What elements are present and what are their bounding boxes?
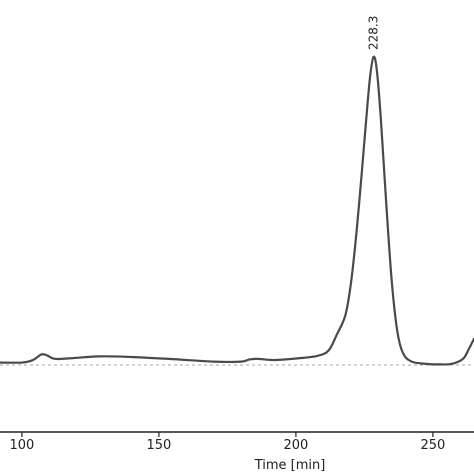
x-tick-label-150: 150 xyxy=(146,438,171,453)
x-axis-title: Time [min] xyxy=(254,458,326,473)
series-line-0 xyxy=(0,55,474,366)
peak-annotation-label: 228.3 xyxy=(366,16,380,50)
x-tick-label-250: 250 xyxy=(420,438,445,453)
x-tick-label-200: 200 xyxy=(283,438,308,453)
x-tick-label-100: 100 xyxy=(10,438,35,453)
